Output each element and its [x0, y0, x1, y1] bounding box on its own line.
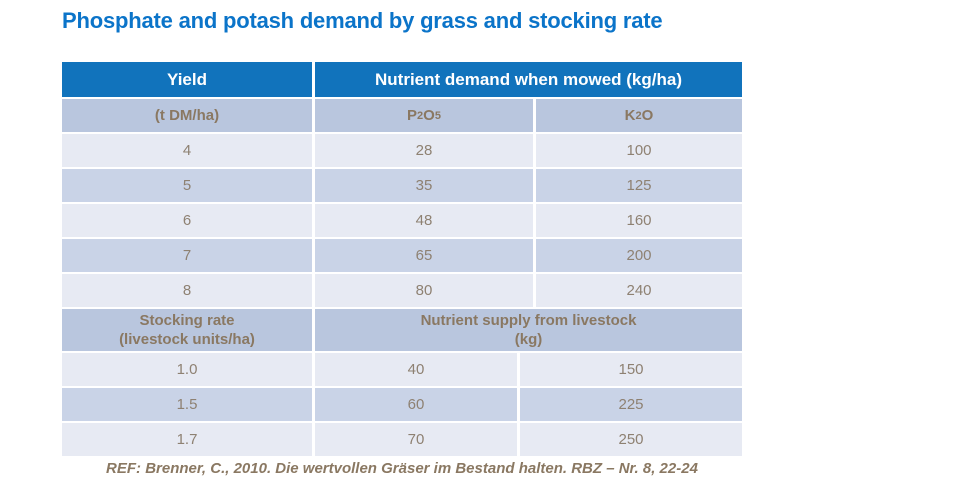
p2o5-label-part: O — [423, 107, 435, 124]
table-row: 6 48 160 — [62, 204, 742, 237]
mowed-rows-group: 4 28 100 5 35 125 6 48 160 7 65 200 8 80 240 — [62, 134, 742, 307]
table-cell: 65 — [315, 239, 533, 272]
table-header-row: Yield Nutrient demand when mowed (kg/ha) — [62, 62, 742, 97]
k2o-label-part: K — [624, 107, 636, 124]
reference-text: REF: Brenner, C., 2010. Die wertvollen G… — [106, 460, 698, 477]
table-row: 5 35 125 — [62, 169, 742, 202]
table-cell: 225 — [520, 388, 742, 421]
table-cell: 80 — [315, 274, 533, 307]
nutrient-supply-line1: Nutrient supply from livestock — [420, 312, 637, 329]
table-row: 4 28 100 — [62, 134, 742, 167]
table-cell: 200 — [536, 239, 742, 272]
yield-header-cell: Yield — [62, 62, 312, 97]
table-cell: 4 — [62, 134, 312, 167]
livestock-rows-group: 1.0 40 150 1.5 60 225 1.7 70 250 — [62, 353, 742, 456]
table-cell: 100 — [536, 134, 742, 167]
k2o-label-part: O — [641, 107, 654, 124]
table-row: 1.0 40 150 — [62, 353, 742, 386]
table-cell: 125 — [536, 169, 742, 202]
nutrient-supply-line2: (kg) — [514, 331, 543, 348]
table-cell: 48 — [315, 204, 533, 237]
table-cell: 6 — [62, 204, 312, 237]
stocking-rate-line1: Stocking rate — [139, 312, 235, 329]
p2o5-label-part: P — [407, 107, 418, 124]
table-cell: 160 — [536, 204, 742, 237]
page-title: Phosphate and potash demand by grass and… — [62, 8, 663, 33]
table-row: 1.7 70 250 — [62, 423, 742, 456]
table-row: 7 65 200 — [62, 239, 742, 272]
table-cell: 28 — [315, 134, 533, 167]
table-cell: 240 — [536, 274, 742, 307]
table-cell: 40 — [315, 353, 517, 386]
table-cell: 5 — [62, 169, 312, 202]
yield-unit-cell: (t DM/ha) — [62, 99, 312, 132]
table-cell: 70 — [315, 423, 517, 456]
table-cell: 1.7 — [62, 423, 312, 456]
table-cell: 60 — [315, 388, 517, 421]
table-cell: 35 — [315, 169, 533, 202]
nutrient-demand-header-cell: Nutrient demand when mowed (kg/ha) — [315, 62, 742, 97]
table-cell: 1.5 — [62, 388, 312, 421]
nutrient-supply-header-cell: Nutrient supply from livestock (kg) — [315, 309, 742, 351]
stocking-section-header-row: Stocking rate (livestock units/ha) Nutri… — [62, 309, 742, 351]
table-cell: 1.0 — [62, 353, 312, 386]
table-cell: 8 — [62, 274, 312, 307]
table-cell: 150 — [520, 353, 742, 386]
table-cell: 250 — [520, 423, 742, 456]
table-row: 1.5 60 225 — [62, 388, 742, 421]
table-row: 8 80 240 — [62, 274, 742, 307]
demand-table: Yield Nutrient demand when mowed (kg/ha)… — [62, 62, 742, 458]
stocking-rate-header-cell: Stocking rate (livestock units/ha) — [62, 309, 312, 351]
table-cell: 7 — [62, 239, 312, 272]
stocking-rate-line2: (livestock units/ha) — [119, 331, 255, 348]
